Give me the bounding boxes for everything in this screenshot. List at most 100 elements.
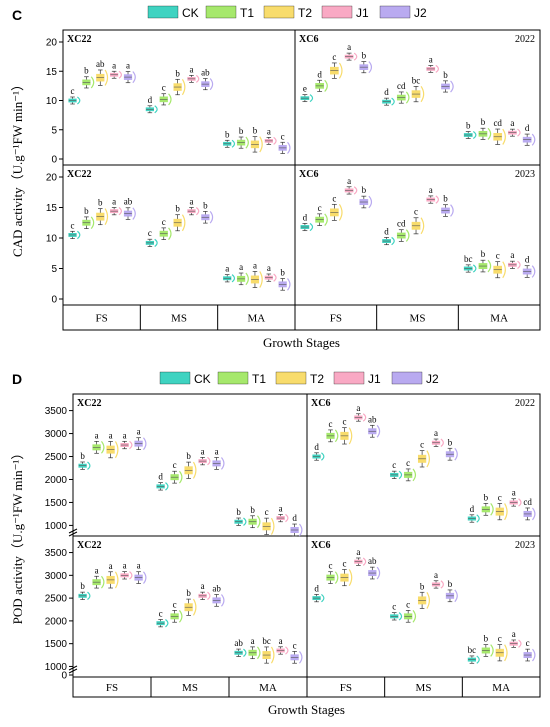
violin-t1 — [324, 79, 328, 92]
y-tick-label: 5 — [51, 264, 57, 275]
significance-letter: a — [189, 197, 193, 207]
stage-label-fs: FS — [330, 313, 342, 325]
panel-C: C CK T1 T2 J1 J2 0 5 10 15 20 0 5 10 15 20 CAD activity（… — [10, 5, 541, 350]
violin-j2 — [450, 204, 454, 217]
violin-j1 — [440, 580, 444, 589]
y-tick-label: 10 — [46, 234, 58, 245]
violin-ck — [87, 591, 91, 601]
significance-letter: bc — [412, 75, 421, 85]
significance-letter: b — [362, 185, 367, 195]
violin-t1 — [178, 610, 183, 623]
violin-t2 — [114, 571, 119, 589]
violin-j2 — [142, 571, 147, 584]
legend-swatch-j2 — [391, 371, 423, 385]
y-tick-label: 2500 — [45, 594, 68, 605]
significance-letter: a — [267, 126, 271, 136]
significance-letter: a — [512, 629, 516, 639]
significance-letter: a — [123, 561, 127, 571]
violin-t2 — [420, 217, 425, 235]
violin-j2 — [298, 651, 303, 664]
y-tick-label: 3000 — [45, 571, 68, 582]
significance-letter: b — [443, 70, 448, 80]
violin-j1 — [518, 498, 522, 507]
significance-letter: a — [429, 54, 433, 64]
violin-j2 — [287, 278, 291, 291]
y-tick-label: 0 — [51, 295, 57, 306]
significance-letter: d — [148, 95, 153, 105]
violin-t2 — [504, 503, 508, 521]
significance-letter: c — [71, 220, 75, 230]
significance-letter: a — [251, 636, 255, 646]
y-axis-title: CAD activity（U.g⁻¹FW min⁻¹） — [10, 78, 25, 257]
significance-letter: c — [71, 86, 75, 96]
violin-t1 — [256, 515, 261, 529]
stage-label-fs: FS — [96, 313, 108, 325]
violin-t2 — [181, 79, 186, 96]
significance-letter: c — [498, 492, 502, 502]
significance-letter: ab — [368, 414, 377, 424]
violin-ck — [309, 94, 314, 103]
violin-ck — [154, 105, 158, 114]
legend-swatch-ck — [147, 5, 179, 19]
violin-ck — [309, 222, 314, 232]
significance-letter: b — [98, 198, 103, 208]
y-tick-label: 2500 — [45, 452, 68, 463]
violin-j1 — [207, 456, 211, 466]
significance-letter: d — [317, 69, 322, 79]
violin-t1 — [90, 216, 95, 229]
significance-letter: c — [148, 228, 152, 238]
violin-ck — [472, 264, 477, 273]
violin-t1 — [405, 91, 410, 104]
violin-j2 — [220, 457, 225, 470]
significance-letter: c — [420, 440, 424, 450]
violin-ck — [476, 514, 480, 523]
significance-letter: a — [126, 60, 130, 70]
legend-label-j1: J1 — [356, 6, 369, 20]
violin-t2 — [348, 427, 353, 445]
significance-letter: a — [434, 428, 438, 438]
significance-letter: a — [95, 430, 99, 440]
violin-t2 — [348, 569, 353, 587]
legend-label-ck: CK — [194, 372, 211, 386]
violin-j2 — [531, 507, 536, 521]
significance-letter: b — [362, 51, 367, 61]
significance-letter: ab — [201, 68, 210, 78]
significance-letter: a — [112, 60, 116, 70]
significance-letter: a — [512, 488, 516, 498]
y-tick-label: 1500 — [45, 639, 68, 650]
significance-letter: a — [253, 260, 257, 270]
legend-swatch-t1 — [217, 371, 249, 385]
significance-letter: c — [496, 251, 500, 261]
x-axis-title: Growth Stages — [263, 335, 340, 350]
significance-letter: c — [392, 460, 396, 470]
violin-j2 — [531, 133, 536, 146]
axis-break-mark — [68, 665, 78, 671]
stage-label-fs: FS — [340, 682, 352, 694]
stage-label-ms: MS — [171, 313, 187, 325]
significance-letter: c — [526, 638, 530, 648]
y-tick-label: 10 — [46, 96, 58, 107]
significance-letter: a — [356, 403, 360, 413]
violin-j1 — [353, 52, 358, 61]
axis-break-mark — [68, 668, 78, 674]
significance-letter: a — [429, 185, 433, 195]
significance-letter: bc — [464, 254, 473, 264]
significance-letter: c — [173, 460, 177, 470]
violin-t2 — [192, 598, 197, 616]
violin-ck — [76, 96, 81, 105]
significance-letter: b — [280, 268, 285, 278]
significance-letter: c — [293, 640, 297, 650]
subplot-title: XC6 — [299, 169, 318, 180]
violin-j1 — [518, 639, 522, 648]
significance-letter: d — [314, 583, 319, 593]
violin-j1 — [129, 440, 133, 450]
significance-letter: d — [314, 442, 319, 452]
violin-t1 — [256, 646, 261, 660]
axis-break-mark — [68, 531, 78, 537]
significance-letter: a — [510, 250, 514, 260]
violin-ck — [165, 618, 169, 628]
y-tick-label: 1000 — [45, 662, 68, 673]
significance-letter: b — [225, 129, 230, 139]
